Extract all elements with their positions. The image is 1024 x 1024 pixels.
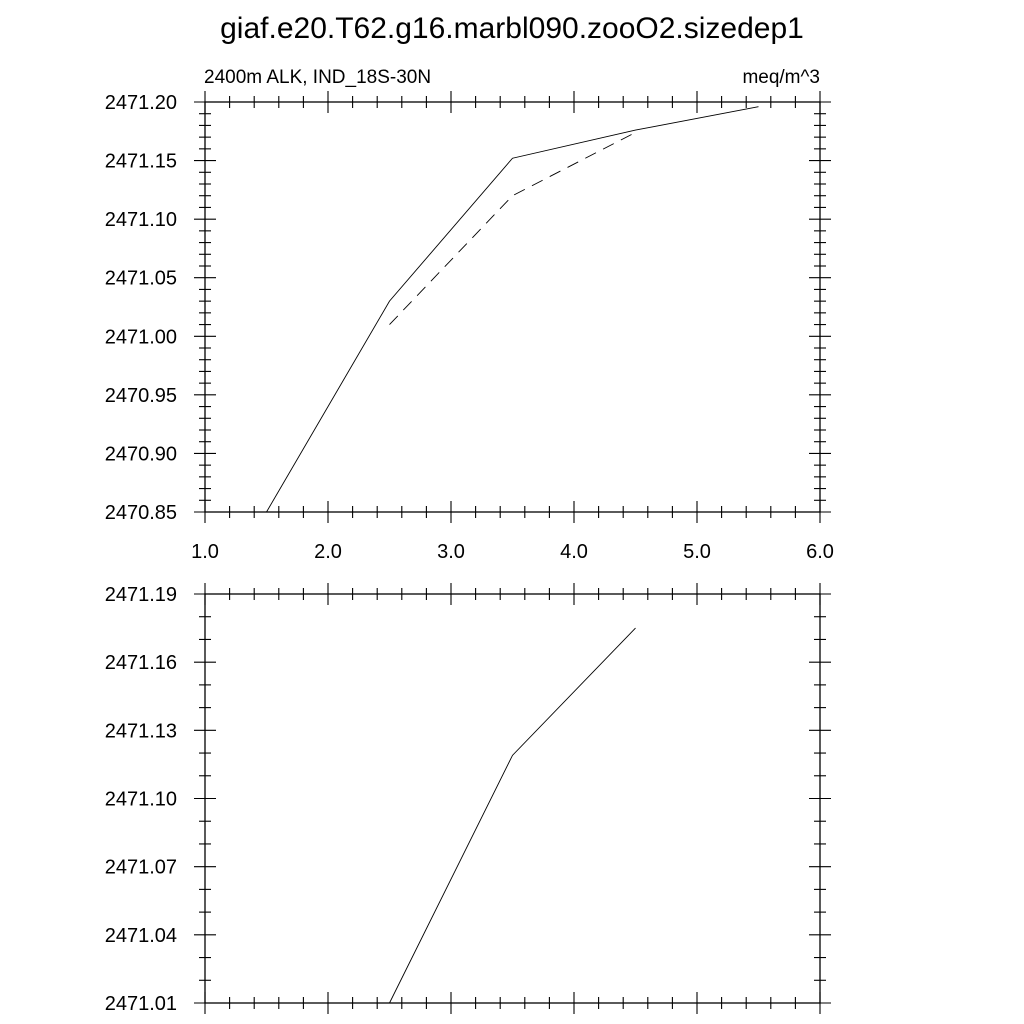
- top-y-tick-label: 2471.20: [105, 92, 177, 114]
- bottom-y-tick-label: 2471.07: [105, 857, 177, 879]
- bottom-series-solid-line: [389, 627, 636, 1004]
- top-y-tick-label: 2471.05: [105, 268, 177, 290]
- bottom-y-tick-label: 2471.01: [105, 993, 177, 1015]
- chart-title: giaf.e20.T62.g16.marbl090.zooO2.sizedep1: [220, 12, 804, 45]
- bottom-y-tick-label: 2471.16: [105, 652, 177, 674]
- top-x-tick-label: 4.0: [560, 541, 588, 563]
- top-y-tick-label: 2470.90: [105, 443, 177, 465]
- bottom-panel: 2471.01 2471.04 2471.07 2471.10 2471.13 2471.…: [105, 583, 831, 1015]
- top-plot-frame: [204, 101, 821, 513]
- bottom-y-tick-label: 2471.10: [105, 789, 177, 811]
- top-y-tick-label: 2471.00: [105, 326, 177, 348]
- bottom-plot-frame: [204, 593, 821, 1004]
- bottom-y-tick-label: 2471.13: [105, 720, 177, 742]
- top-x-tick-label: 1.0: [191, 541, 219, 563]
- top-y-tick-label: 2470.95: [105, 385, 177, 407]
- top-x-tick-label: 2.0: [314, 541, 342, 563]
- top-x-tick-label: 3.0: [437, 541, 465, 563]
- top-panel: 2400m ALK, IND_18S-30N meq/m^3 1.0 2.0 3.0…: [105, 67, 834, 563]
- bottom-y-tick-label: 2471.04: [105, 925, 177, 947]
- top-y-tick-label: 2470.85: [105, 502, 177, 524]
- top-y-tick-label: 2471.15: [105, 151, 177, 173]
- top-panel-units-label: meq/m^3: [742, 67, 820, 88]
- top-x-tick-label: 5.0: [683, 541, 711, 563]
- top-x-tick-label: 6.0: [806, 541, 834, 563]
- top-series-solid-line: [266, 106, 759, 513]
- bottom-y-tick-label: 2471.19: [105, 584, 177, 606]
- top-series-dashed-line: [389, 132, 636, 325]
- top-panel-left-label: 2400m ALK, IND_18S-30N: [204, 67, 431, 88]
- top-y-tick-label: 2471.10: [105, 209, 177, 231]
